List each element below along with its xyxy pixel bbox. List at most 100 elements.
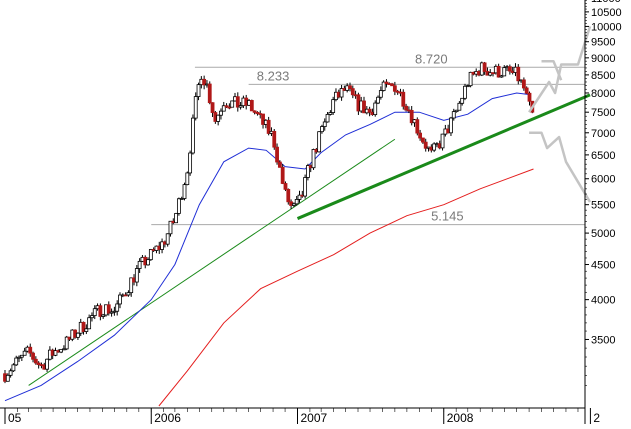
price-candle [193,92,198,121]
candle-body [502,67,507,77]
candle-body [499,75,504,78]
candle-body [277,161,282,168]
candle-body [390,83,394,87]
candle-body [5,374,10,382]
candle-body [45,358,49,370]
price-candle [109,308,114,317]
price-candle [255,111,260,116]
price-candle [454,109,459,113]
candle-body [286,188,291,203]
candle-body [112,310,117,313]
price-candle [350,85,355,99]
candle-body [106,304,111,314]
candle-body [238,105,243,108]
price-candle [463,83,467,101]
candle-body [185,172,190,186]
candle-body [331,99,336,113]
y-tick-label: 4500 [591,260,615,272]
price-candle [362,96,366,114]
candle-body [460,97,465,104]
price-candle [165,233,170,247]
price-candle [496,63,501,78]
candle-body [230,100,235,108]
candle-body [134,268,139,283]
price-candle [384,79,389,88]
candle-body [317,131,322,153]
candle-body [252,110,257,113]
candle-body [401,91,406,107]
candle-body [109,311,114,314]
candle-body [373,102,378,116]
candle-body [235,96,240,108]
price-candle [291,202,296,208]
candle-body [8,370,13,376]
candle-body [84,328,89,332]
trend-lines [28,93,591,386]
candle-body [432,143,437,151]
price-candle [8,368,13,378]
price-candle [123,292,128,297]
price-candle [303,174,308,199]
candle-body [454,109,459,113]
candle-body [98,305,103,317]
price-candle [286,188,291,205]
candle-body [224,105,229,108]
price-candle [17,355,21,363]
candle-body [311,149,316,169]
candle-body [328,112,333,115]
price-candle [148,248,153,261]
price-candle [219,108,223,120]
y-tick-label: 6500 [591,150,615,162]
candle-body [421,137,425,143]
candle-body [423,141,428,149]
price-candle [185,171,190,186]
candle-body [465,85,470,88]
candle-body [196,84,201,97]
price-candle [64,335,69,351]
price-candle [115,300,120,316]
candle-body [179,198,184,200]
candle-body [123,294,128,297]
candle-body [92,308,97,317]
candle-body [440,133,445,149]
price-candle [297,190,302,203]
price-candle [367,106,372,117]
price-candle [221,101,226,112]
price-candle [76,332,80,340]
candle-body [115,303,120,312]
candle-body [507,66,512,72]
price-candle [174,212,178,224]
y-tick-label: 5000 [591,228,615,240]
price-candle [176,197,181,216]
price-candle [432,142,437,153]
price-candle [390,82,394,87]
price-candle [87,314,92,330]
x-tick-label: 2006 [154,411,181,424]
y-tick-label: 6000 [591,174,615,186]
price-candle [482,61,487,75]
y-tick-label: 10000 [591,21,622,33]
candle-body [350,88,355,96]
projection-scenarios [528,26,592,203]
candle-body [174,213,178,224]
candle-body [64,336,69,350]
price-candle [196,82,201,101]
price-candle [465,84,470,88]
candle-body [294,199,299,205]
candle-body [182,184,187,199]
price-candles [3,61,535,384]
price-candle [277,160,282,168]
price-candle [328,110,333,116]
moving-averages [4,92,534,407]
ma_long-line [158,168,534,407]
price-candle [521,77,526,91]
price-candle [378,86,383,100]
candle-body [118,294,122,305]
price-candle [294,196,299,206]
candle-body [303,177,308,197]
y-tick-label: 4000 [591,295,615,307]
price-candle [14,355,19,366]
price-candle [272,129,277,150]
candle-body [17,356,21,359]
y-tick-label: 9500 [591,37,615,49]
